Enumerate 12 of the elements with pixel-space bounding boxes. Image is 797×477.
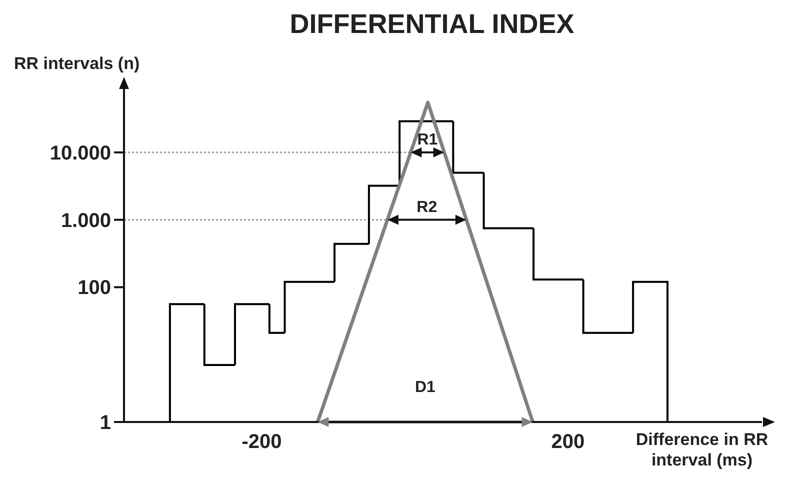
y-axis-title: RR intervals (n) [14, 54, 140, 73]
y-tick-label: 1 [100, 412, 111, 434]
chart-title: DIFFERENTIAL INDEX [290, 9, 574, 39]
x-axis-title: Difference in RR interval (ms) [636, 430, 768, 470]
x-tick-label: 200 [551, 431, 585, 453]
ref-line-label: R1 [417, 131, 438, 148]
ref-line-label: D1 [414, 379, 436, 396]
y-tick-label: 10.000 [50, 142, 111, 164]
ref-line-label: R2 [416, 198, 438, 216]
y-tick-label: 100 [78, 277, 111, 300]
y-tick-label: 1.000 [60, 210, 111, 232]
x-tick-label: -200 [242, 431, 282, 453]
